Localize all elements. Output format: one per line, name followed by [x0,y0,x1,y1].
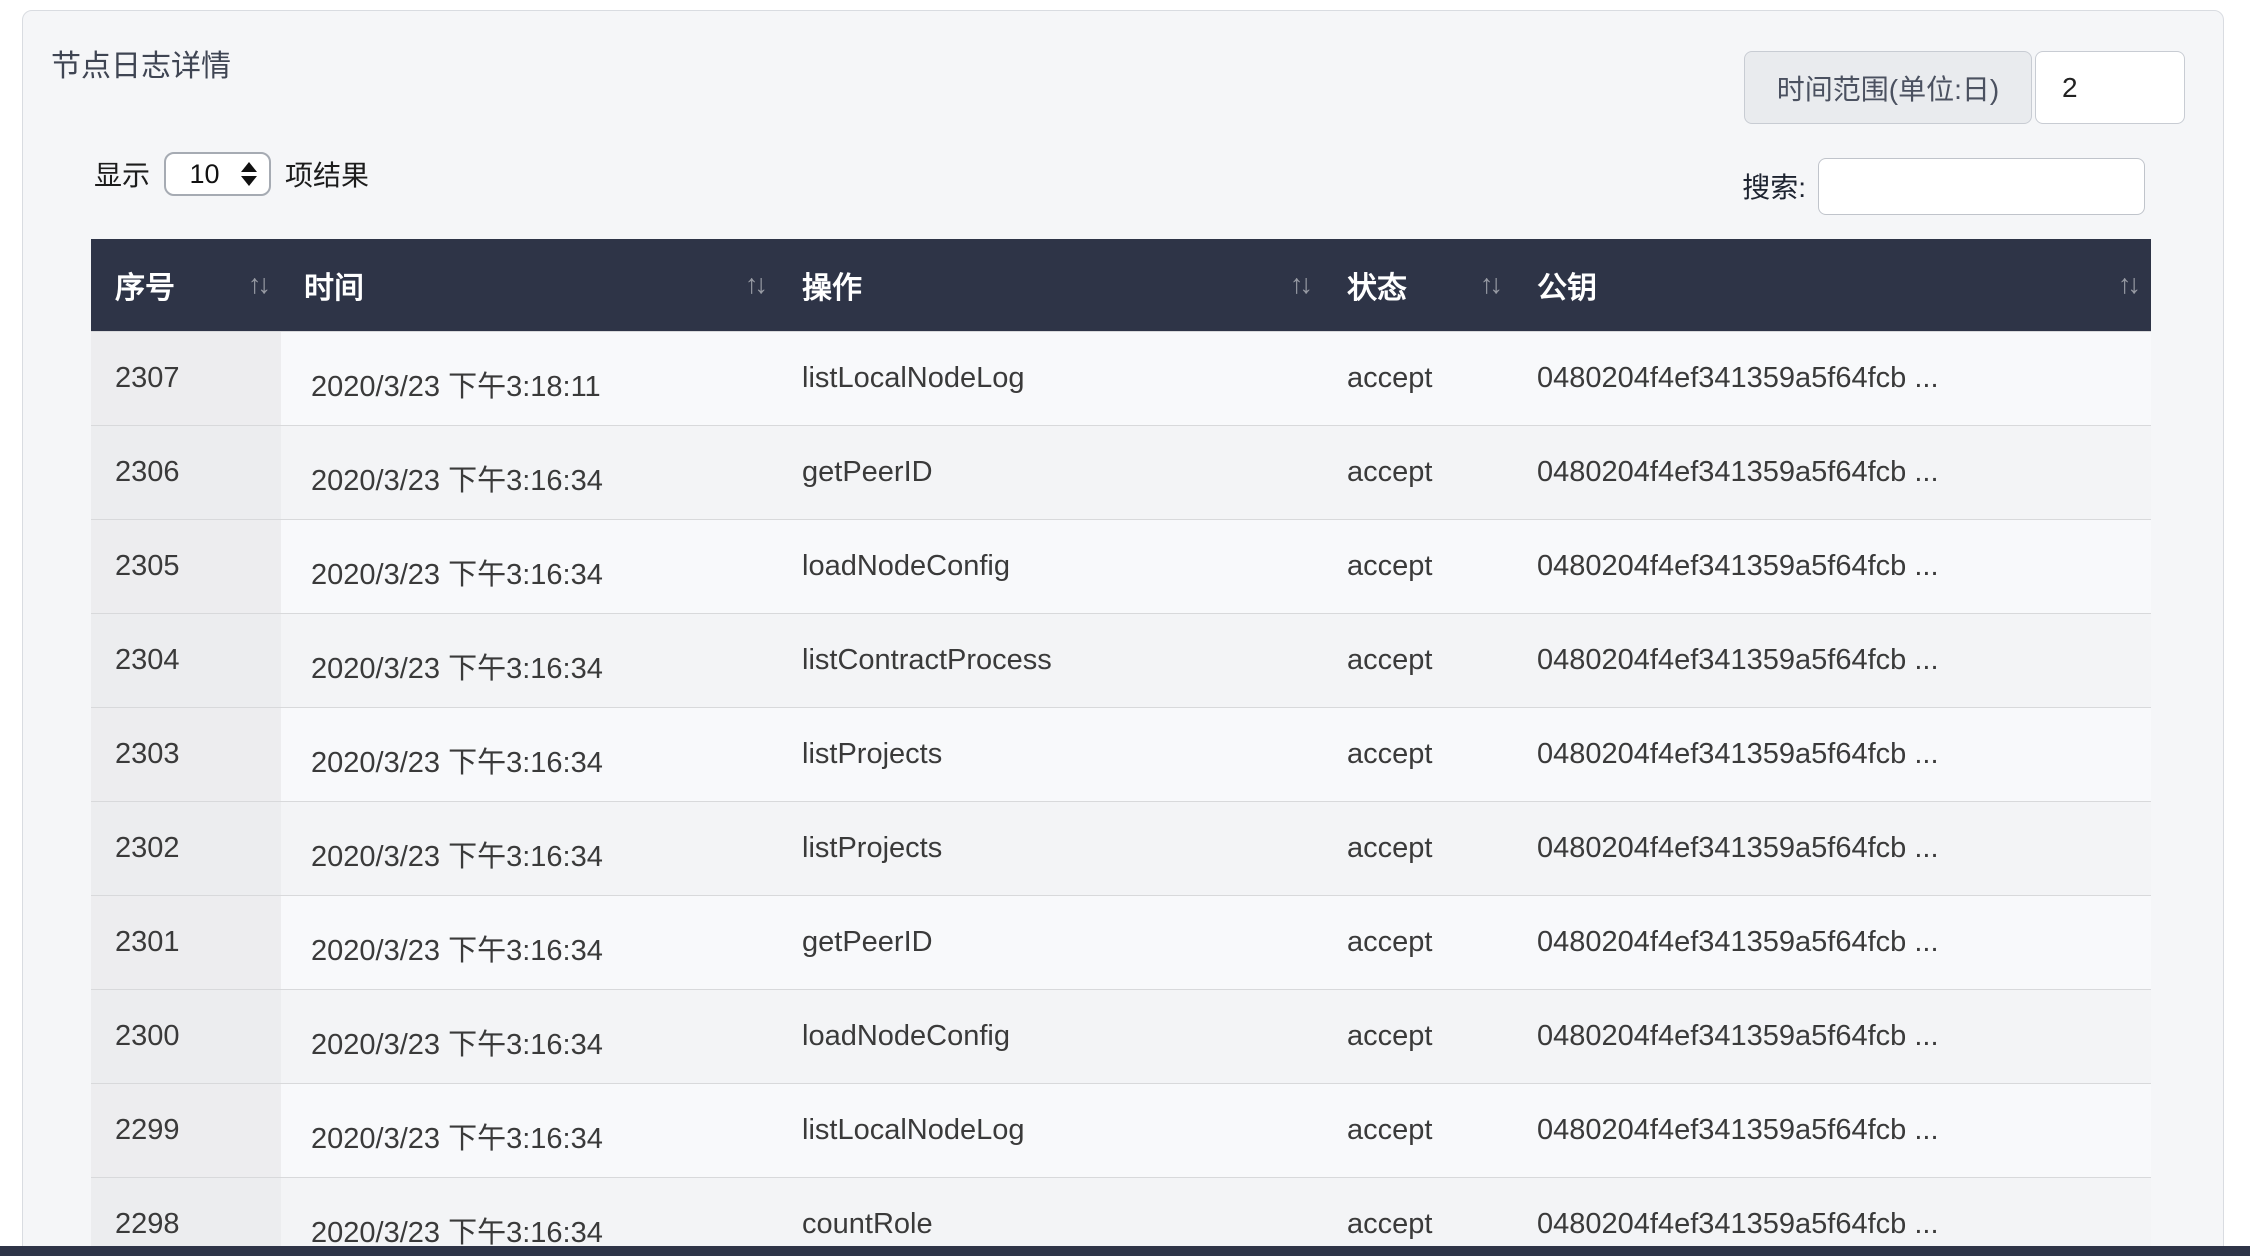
col-header-action[interactable]: 操作 ↑↓ [778,239,1323,331]
sort-icon: ↑↓ [1290,268,1313,299]
cell-seq: 2300 [91,988,281,1083]
sort-icon: ↑↓ [1480,268,1503,299]
cell-pubkey: 0480204f4ef341359a5f64fcb ... [1513,612,2151,707]
cell-status: accept [1323,894,1513,989]
table-row: 2299 2020/3/23 下午3:16:34 listLocalNodeLo… [91,1082,2151,1177]
sort-icon: ↑↓ [745,268,768,299]
page-length-select[interactable]: 10 [164,152,272,196]
cell-seq: 2299 [91,1082,281,1177]
cell-action: listContractProcess [778,612,1323,707]
cell-time: 2020/3/23 下午3:16:34 [281,612,778,707]
cell-seq: 2301 [91,894,281,989]
cell-status: accept [1323,612,1513,707]
table-row: 2305 2020/3/23 下午3:16:34 loadNodeConfig … [91,518,2151,613]
page-title: 节点日志详情 [51,50,231,83]
cell-action: loadNodeConfig [778,988,1323,1083]
time-range-label: 时间范围(单位:日) [1744,51,2032,124]
select-spinner-icon [241,162,258,186]
cell-status: accept [1323,800,1513,895]
cell-action: listLocalNodeLog [778,1082,1323,1177]
cell-status: accept [1323,706,1513,801]
cell-time: 2020/3/23 下午3:16:34 [281,1176,778,1256]
cell-action: listProjects [778,800,1323,895]
table-row: 2301 2020/3/23 下午3:16:34 getPeerID accep… [91,894,2151,989]
sort-icon: ↑↓ [248,268,271,299]
cell-status: accept [1323,988,1513,1083]
cell-pubkey: 0480204f4ef341359a5f64fcb ... [1513,988,2151,1083]
cell-action: listProjects [778,706,1323,801]
cell-status: accept [1323,518,1513,613]
cell-seq: 2303 [91,706,281,801]
cell-action: getPeerID [778,424,1323,519]
node-log-panel: 节点日志详情 时间范围(单位:日) 显示 10 项结果 搜索: [22,10,2224,1256]
log-table: 序号 ↑↓ 时间 ↑↓ 操作 ↑↓ 状态 ↑↓ 公钥 ↑↓ 2307 2020/3/23 … [91,239,2151,1256]
page-length-value: 10 [189,158,220,189]
cell-pubkey: 0480204f4ef341359a5f64fcb ... [1513,800,2151,895]
table-row: 2306 2020/3/23 下午3:16:34 getPeerID accep… [91,424,2151,519]
cell-seq: 2307 [91,330,281,425]
cell-action: countRole [778,1176,1323,1256]
table-header-row: 序号 ↑↓ 时间 ↑↓ 操作 ↑↓ 状态 ↑↓ 公钥 ↑↓ [91,239,2151,331]
cell-seq: 2298 [91,1176,281,1256]
col-header-time[interactable]: 时间 ↑↓ [281,239,778,331]
cell-time: 2020/3/23 下午3:18:11 [281,330,778,425]
cell-time: 2020/3/23 下午3:16:34 [281,424,778,519]
cell-action: loadNodeConfig [778,518,1323,613]
cell-seq: 2302 [91,800,281,895]
table-row: 2303 2020/3/23 下午3:16:34 listProjects ac… [91,706,2151,801]
time-range-input[interactable] [2035,51,2185,124]
cell-seq: 2305 [91,518,281,613]
time-range-group: 时间范围(单位:日) [1744,51,2185,124]
table-row: 2300 2020/3/23 下午3:16:34 loadNodeConfig … [91,988,2151,1083]
cell-pubkey: 0480204f4ef341359a5f64fcb ... [1513,1082,2151,1177]
search-input[interactable] [1818,157,2145,215]
cell-time: 2020/3/23 下午3:16:34 [281,706,778,801]
table-row: 2304 2020/3/23 下午3:16:34 listContractPro… [91,612,2151,707]
col-header-status[interactable]: 状态 ↑↓ [1323,239,1513,331]
cell-time: 2020/3/23 下午3:16:34 [281,988,778,1083]
cell-pubkey: 0480204f4ef341359a5f64fcb ... [1513,1176,2151,1256]
cell-seq: 2304 [91,612,281,707]
table-row: 2307 2020/3/23 下午3:18:11 listLocalNodeLo… [91,330,2151,425]
cell-seq: 2306 [91,424,281,519]
cell-pubkey: 0480204f4ef341359a5f64fcb ... [1513,706,2151,801]
table-row: 2298 2020/3/23 下午3:16:34 countRole accep… [91,1176,2151,1256]
cell-action: getPeerID [778,894,1323,989]
page-length-suffix: 项结果 [285,160,370,191]
cell-time: 2020/3/23 下午3:16:34 [281,518,778,613]
cell-pubkey: 0480204f4ef341359a5f64fcb ... [1513,330,2151,425]
sort-icon: ↑↓ [2118,268,2141,299]
search-row: 搜索: [1742,157,2145,215]
page-length-prefix: 显示 [94,160,151,191]
cell-time: 2020/3/23 下午3:16:34 [281,1082,778,1177]
cell-status: accept [1323,1176,1513,1256]
col-header-pubkey[interactable]: 公钥 ↑↓ [1513,239,2151,331]
cell-time: 2020/3/23 下午3:16:34 [281,800,778,895]
footer-bar [0,1246,2250,1256]
cell-pubkey: 0480204f4ef341359a5f64fcb ... [1513,424,2151,519]
cell-status: accept [1323,330,1513,425]
cell-pubkey: 0480204f4ef341359a5f64fcb ... [1513,894,2151,989]
cell-status: accept [1323,1082,1513,1177]
cell-pubkey: 0480204f4ef341359a5f64fcb ... [1513,518,2151,613]
col-header-seq[interactable]: 序号 ↑↓ [91,239,281,331]
cell-time: 2020/3/23 下午3:16:34 [281,894,778,989]
cell-status: accept [1323,424,1513,519]
cell-action: listLocalNodeLog [778,330,1323,425]
search-label: 搜索: [1742,172,1806,203]
table-row: 2302 2020/3/23 下午3:16:34 listProjects ac… [91,800,2151,895]
page-length-row: 显示 10 项结果 [94,151,369,197]
